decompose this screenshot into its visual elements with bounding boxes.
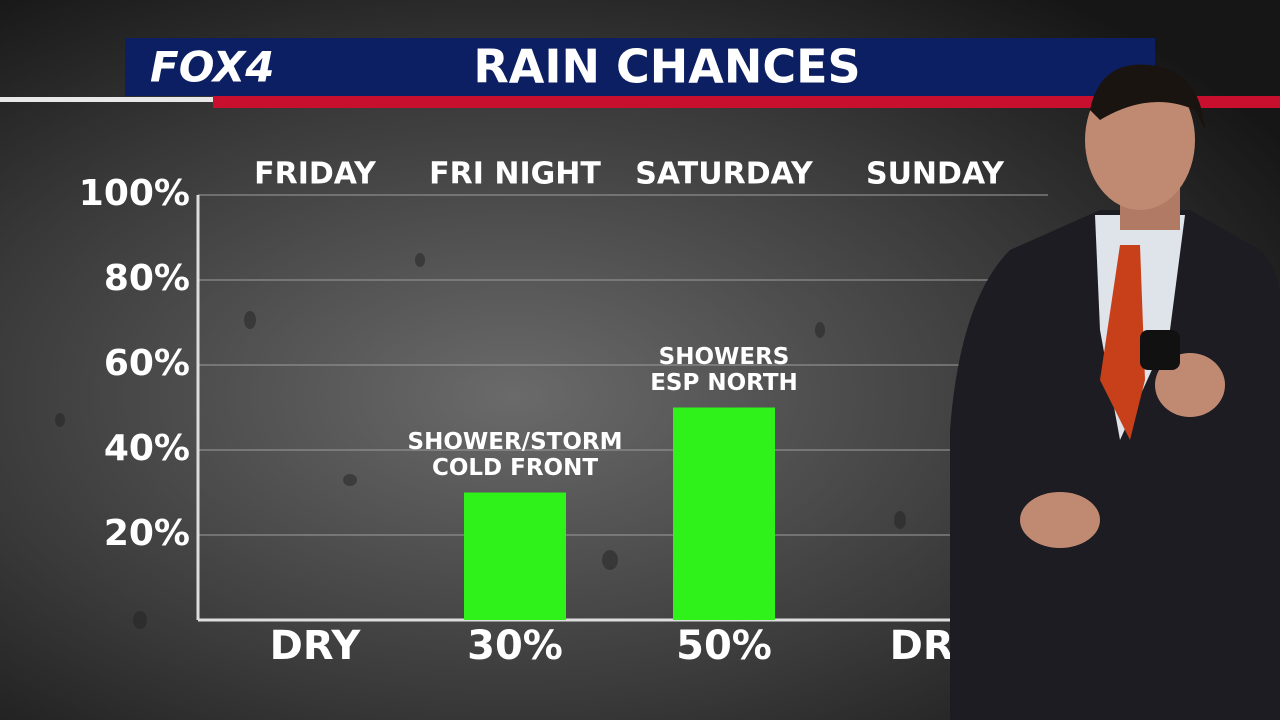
- y-tick-label: 20%: [104, 513, 190, 554]
- value-label: 50%: [676, 623, 772, 669]
- category-label: SATURDAY: [635, 157, 814, 192]
- white-stripe: [0, 97, 213, 102]
- bar: [673, 407, 775, 620]
- annotation: SHOWERS: [659, 344, 790, 370]
- y-tick-label: 60%: [104, 343, 190, 384]
- annotation: SHOWER/STORM: [408, 429, 623, 455]
- red-stripe: [213, 96, 1280, 108]
- presenter: [950, 64, 1280, 720]
- plot: 20% 40% 60% 80% 100% FRIDAY DRY FRI NIGHT 30% SHO…: [79, 157, 1048, 669]
- y-tick-label: 100%: [79, 173, 190, 214]
- logo: FOX4: [150, 43, 275, 92]
- annotation: COLD FRONT: [432, 455, 598, 481]
- drops: [55, 253, 906, 629]
- chart-title: RAIN CHANCES: [473, 40, 860, 94]
- value-label: DRY: [270, 623, 362, 669]
- category-label: FRI NIGHT: [429, 157, 601, 192]
- y-tick-label: 40%: [104, 428, 190, 469]
- annotation: ESP NORTH: [650, 370, 798, 396]
- category-label: SUNDAY: [866, 157, 1005, 192]
- title-banner: [125, 38, 1155, 96]
- category-label: FRIDAY: [254, 157, 377, 192]
- y-tick-label: 80%: [104, 258, 190, 299]
- bar: [464, 492, 566, 620]
- value-label: 30%: [467, 623, 563, 669]
